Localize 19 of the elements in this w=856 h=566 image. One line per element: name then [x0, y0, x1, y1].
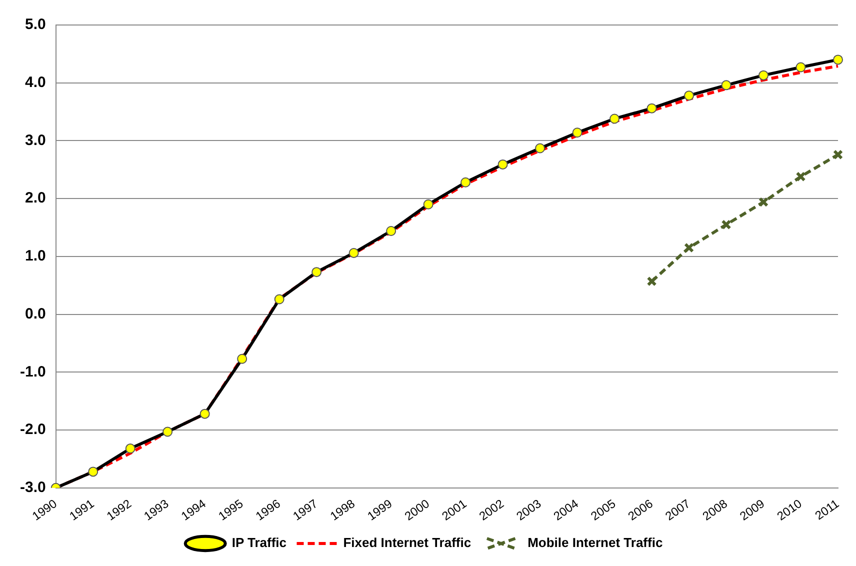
y-tick-label: -2.0 [20, 421, 46, 438]
y-tick-label: 3.0 [24, 132, 46, 149]
legend-label: Fixed Internet Traffic [343, 535, 472, 550]
y-tick-label: 2.0 [24, 190, 46, 207]
y-tick-label: 1.0 [24, 248, 46, 265]
y-tick-label: 4.0 [24, 74, 46, 91]
point [832, 150, 844, 160]
point [646, 276, 657, 286]
point [684, 242, 694, 253]
y-tick-label: 0.0 [24, 305, 46, 322]
y-tick-label: -3.0 [20, 479, 46, 496]
point [721, 220, 732, 230]
point [758, 197, 769, 208]
y-tick-label: -1.0 [20, 363, 46, 380]
legend-label: Mobile Internet Traffic [528, 535, 663, 550]
legend-label: IP Traffic [232, 535, 287, 550]
y-tick-label: 5.0 [24, 16, 46, 34]
point [796, 172, 806, 182]
x-tick-label: 2011 [812, 496, 842, 523]
